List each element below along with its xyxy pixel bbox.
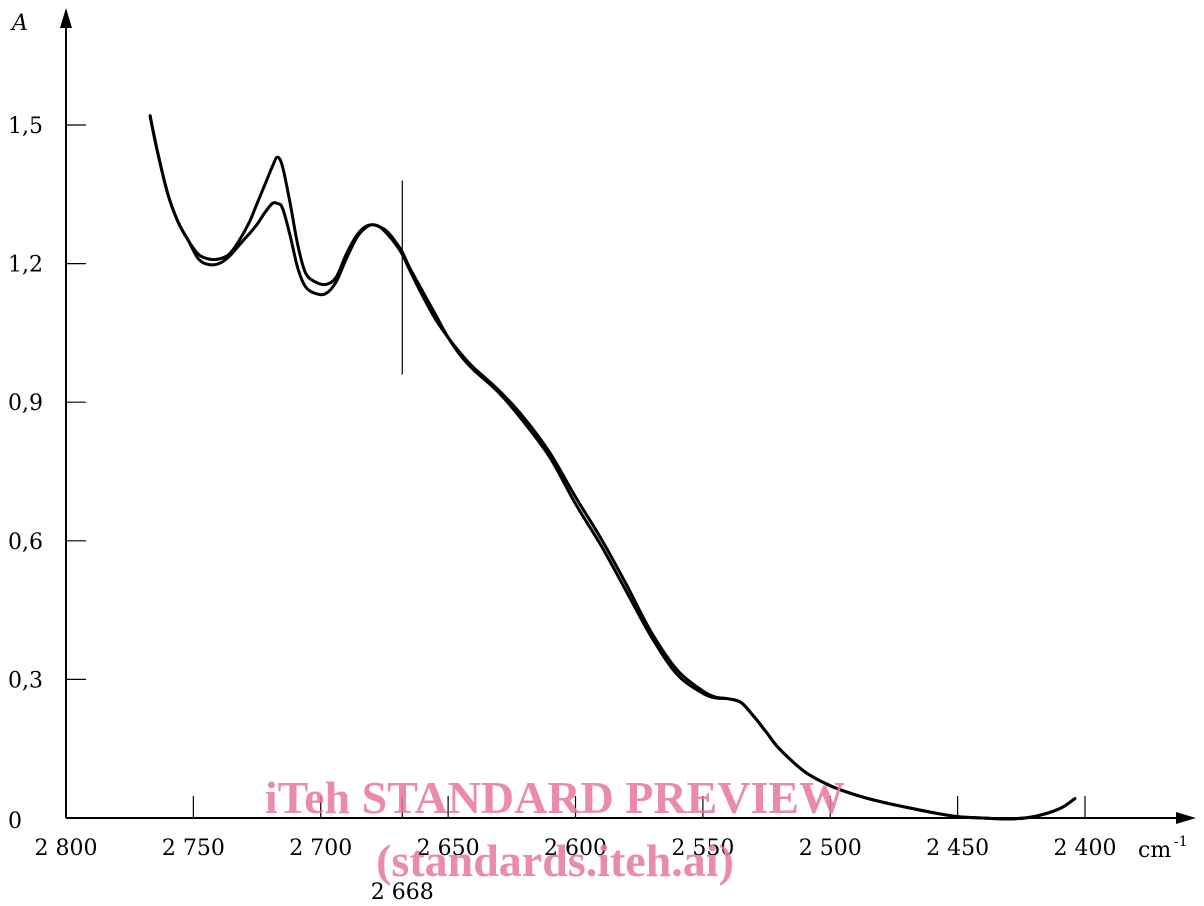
x-axis-unit: cm (1138, 838, 1171, 863)
labels: A cm -1 (10, 11, 1188, 863)
y-tick-label: 0 (8, 809, 22, 834)
watermark: iTeh STANDARD PREVIEW (standards.iteh.ai… (265, 772, 845, 886)
marker-layer: 2 668 (371, 180, 434, 905)
x-tick-label: 2 600 (544, 836, 607, 861)
y-tick-label: 0,3 (8, 668, 43, 693)
spectrum-line-1 (148, 114, 1077, 821)
watermark-line-2: (standards.iteh.ai) (376, 835, 734, 886)
x-tick-label: 2 550 (671, 836, 734, 861)
y-tick-label: 1,2 (8, 253, 43, 278)
y-tick-label: 0,6 (8, 530, 43, 555)
x-axis-unit-superscript: -1 (1174, 834, 1188, 850)
y-tick-label: 1,5 (8, 114, 43, 139)
series-layer (148, 114, 1077, 821)
x-axis-arrow (1176, 812, 1196, 824)
x-tick-label: 2 800 (35, 836, 98, 861)
x-tick-label: 2 750 (162, 836, 225, 861)
y-axis-arrow (60, 8, 72, 28)
axes (60, 8, 1196, 824)
x-tick-label: 2 400 (1054, 836, 1117, 861)
marker-label: 2 668 (371, 880, 434, 905)
x-tick-label: 2 650 (417, 836, 480, 861)
x-tick-label: 2 700 (289, 836, 352, 861)
spectrum-line-2 (148, 114, 1077, 821)
y-tick-label: 0,9 (8, 391, 43, 416)
x-tick-label: 2 500 (799, 836, 862, 861)
x-tick-label: 2 450 (926, 836, 989, 861)
y-axis-label: A (10, 11, 28, 36)
ticks: 2 800 2 750 2 700 2 650 2 600 2 550 2 500 2 450… (8, 114, 1116, 861)
watermark-line-1: iTeh STANDARD PREVIEW (265, 772, 845, 823)
